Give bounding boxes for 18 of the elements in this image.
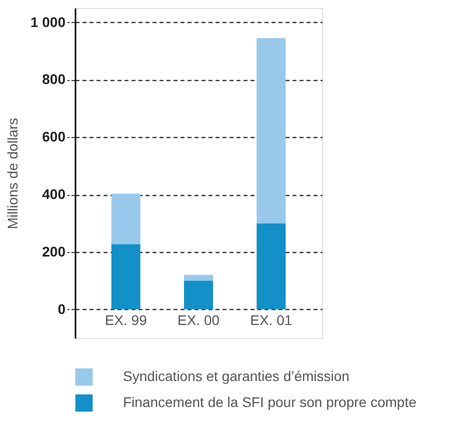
bar bbox=[184, 280, 213, 310]
legend-label: Syndications et garanties d’émission bbox=[123, 368, 350, 384]
x-tick-label: EX. 99 bbox=[104, 312, 148, 328]
bar bbox=[184, 274, 213, 281]
y-tick-label: 200 bbox=[42, 243, 66, 260]
legend-label: Financement de la SFI pour son propre compte bbox=[123, 394, 417, 410]
x-tick-label: EX. 00 bbox=[177, 312, 220, 328]
y-tick-label: 1 000 bbox=[30, 14, 66, 30]
y-tick-label: 800 bbox=[42, 71, 66, 88]
bar bbox=[111, 194, 140, 244]
y-tick-label: 0 bbox=[58, 300, 66, 317]
y-tick-label: 400 bbox=[42, 186, 66, 202]
y-axis-title: Millions de dollars bbox=[4, 118, 20, 230]
bar bbox=[111, 244, 140, 310]
x-tick-label: EX. 01 bbox=[250, 312, 292, 328]
bar bbox=[256, 38, 286, 224]
bar bbox=[256, 223, 286, 310]
y-tick-label: 600 bbox=[42, 128, 66, 145]
